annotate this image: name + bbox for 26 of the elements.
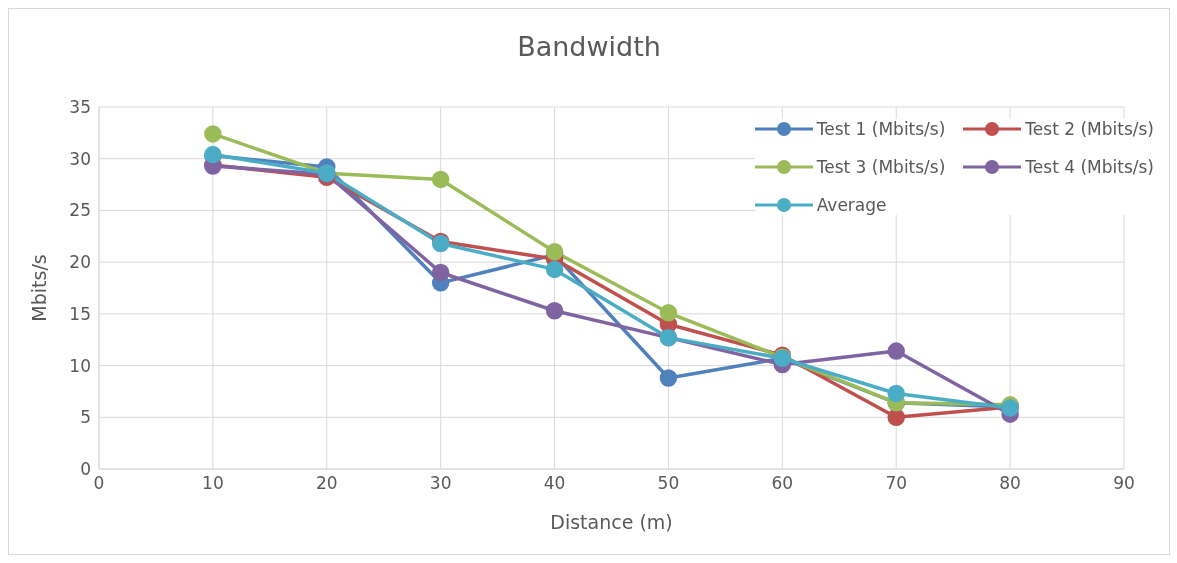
y-tick-label: 25 [69, 200, 91, 221]
legend-label: Test 3 (Mbits/s) [816, 157, 946, 177]
x-tick-label: 50 [657, 473, 680, 494]
x-tick-label: 70 [885, 473, 908, 494]
y-tick-label: 10 [69, 355, 91, 376]
x-axis-title: Distance (m) [550, 511, 673, 533]
y-tick-label: 15 [69, 303, 91, 324]
chart-title: Bandwidth [516, 30, 662, 64]
x-tick-label: 40 [543, 473, 566, 494]
y-axis-title: Mbits/s [27, 254, 50, 322]
legend-label: Average [816, 195, 887, 215]
legend-label: Test 2 (Mbits/s) [1025, 119, 1154, 139]
x-tick-label: 60 [771, 473, 794, 494]
x-tick-label: 80 [999, 473, 1021, 494]
legend-label: Test 1 (Mbits/s) [816, 119, 946, 139]
x-tick-label: 90 [1113, 473, 1135, 494]
legend-label: Test 4 (Mbits/s) [1025, 157, 1154, 177]
x-tick-label: 20 [315, 473, 338, 494]
y-tick-label: 5 [80, 407, 91, 428]
y-tick-label: 0 [80, 459, 91, 480]
y-tick-label: 35 [69, 97, 91, 118]
x-tick-label: 0 [93, 473, 105, 494]
x-tick-label: 30 [429, 473, 452, 494]
y-tick-label: 30 [69, 148, 91, 169]
x-tick-label: 10 [202, 473, 224, 494]
y-tick-label: 20 [69, 252, 91, 273]
